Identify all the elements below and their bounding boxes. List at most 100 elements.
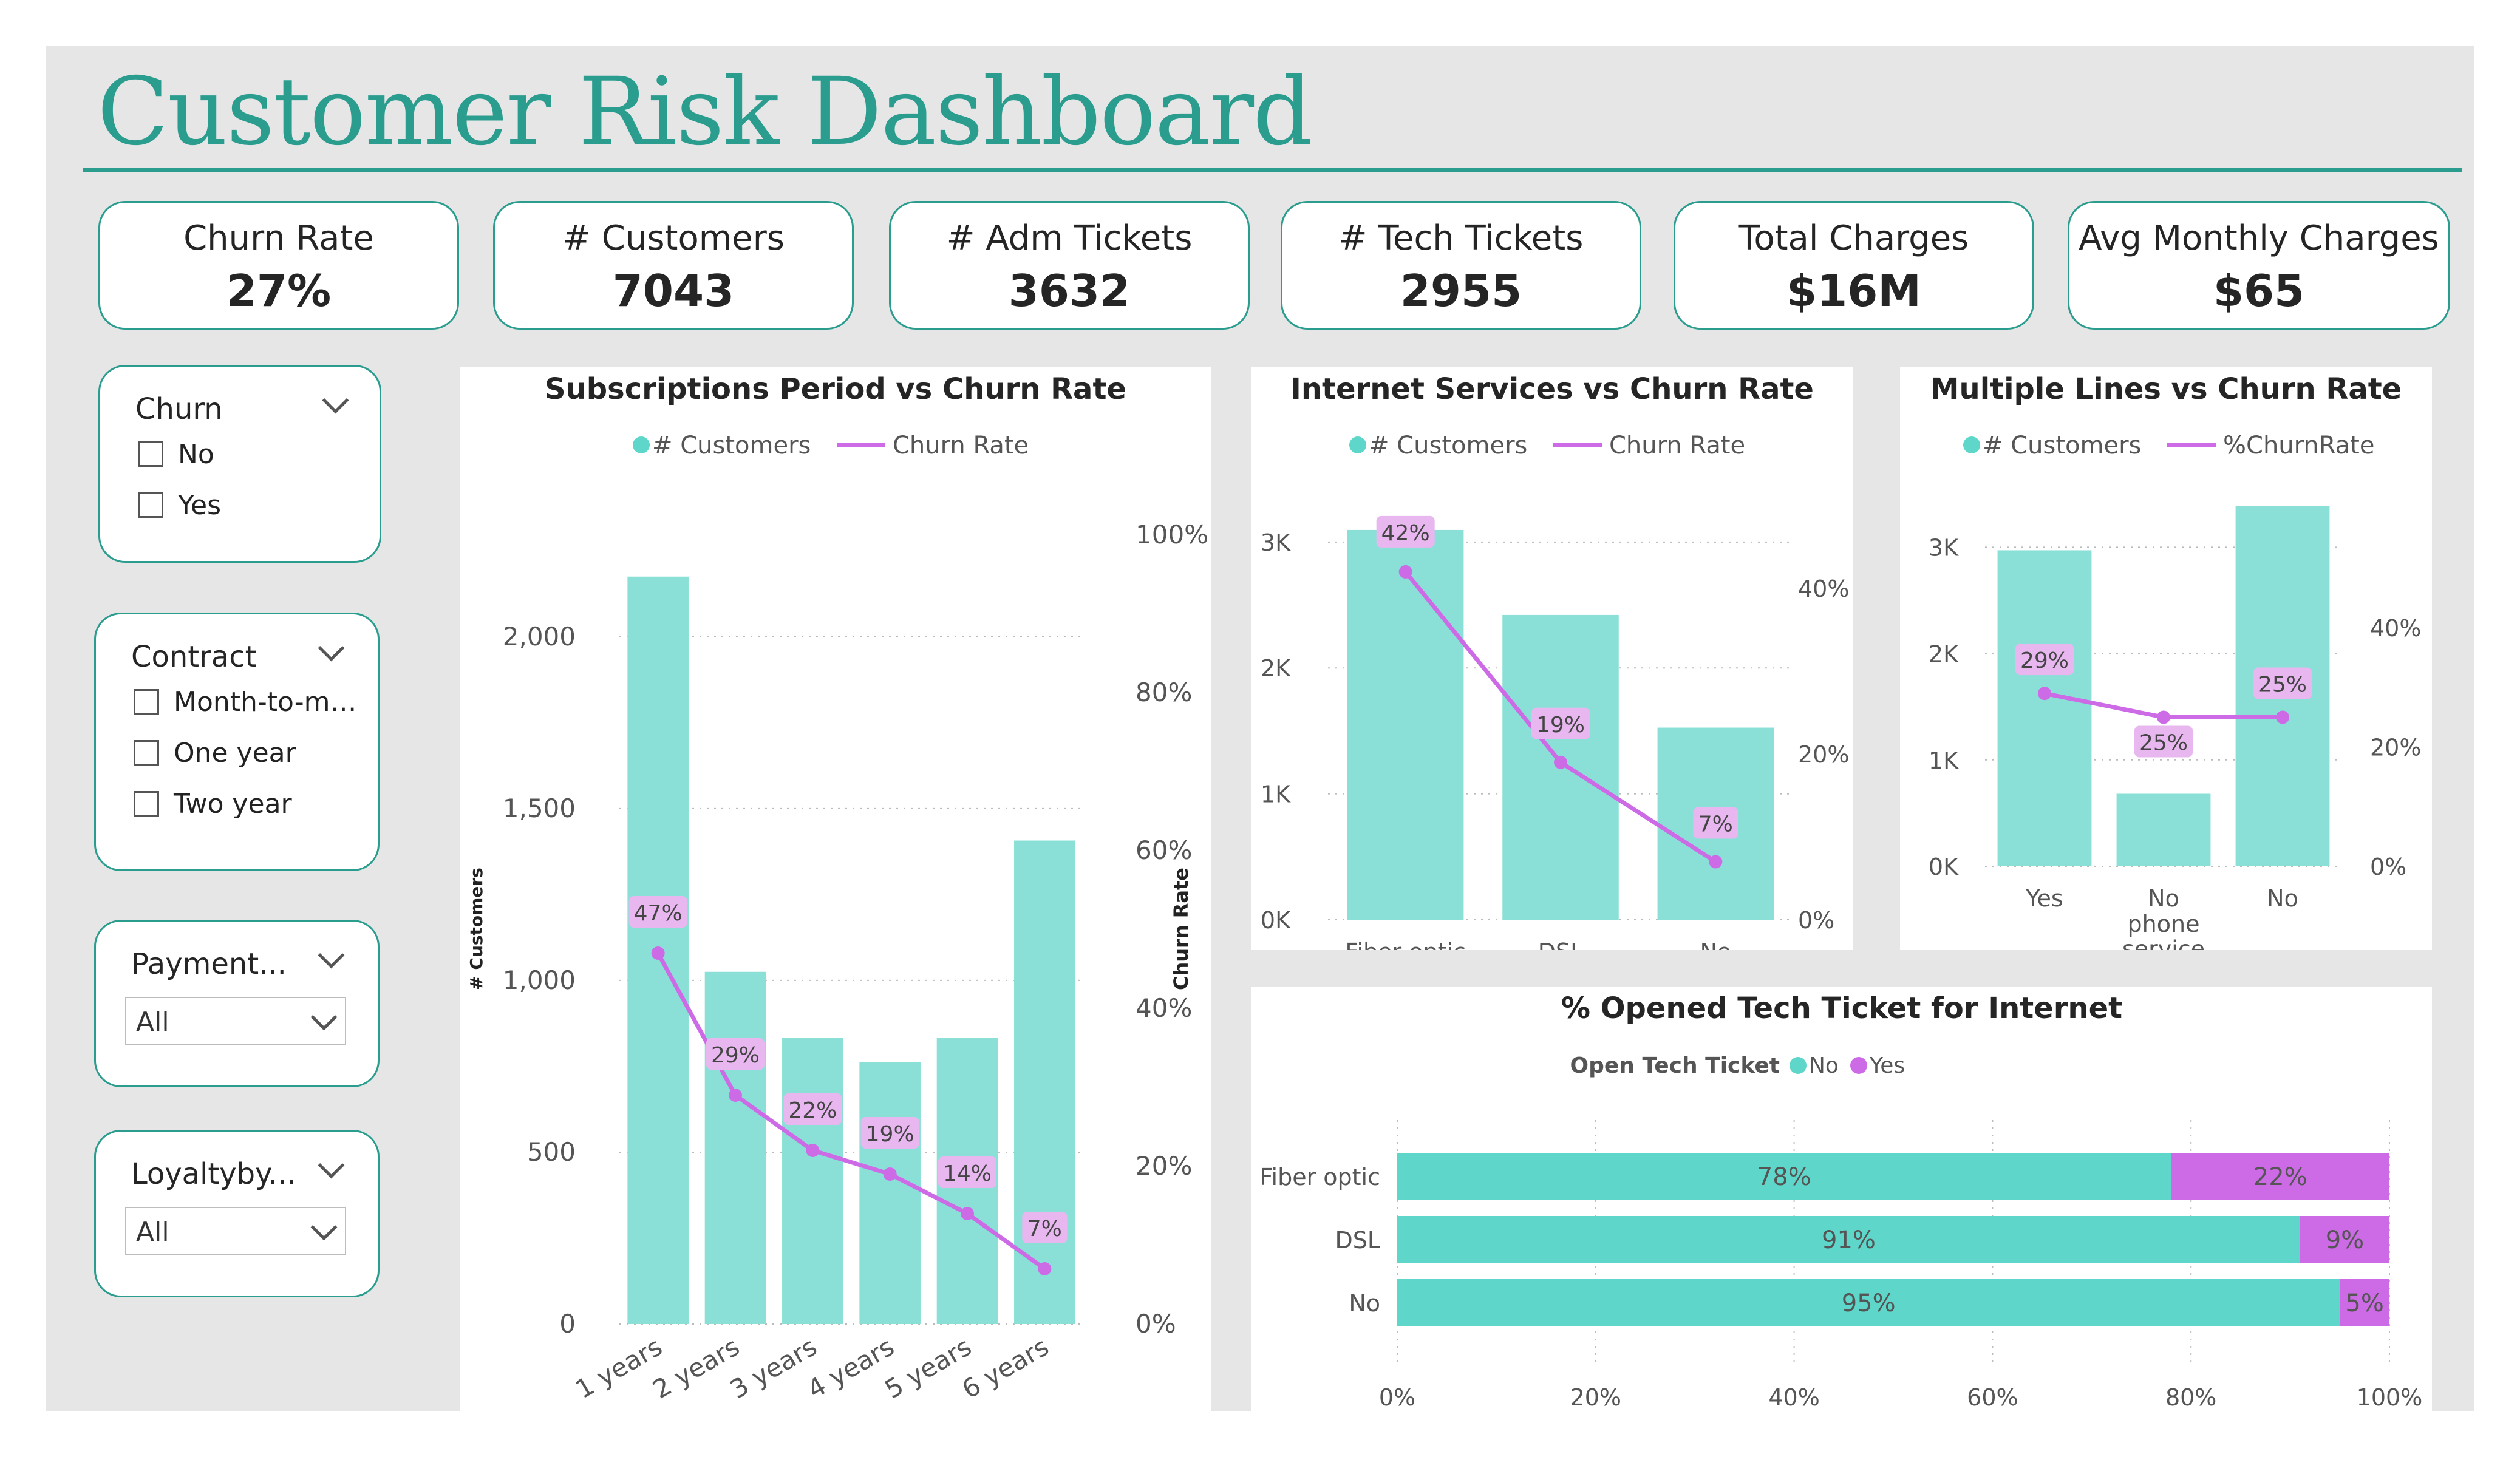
internet-services-chart: Internet Services vs Churn Rate # Custome… — [1261, 372, 1850, 950]
payment-dropdown[interactable]: All — [125, 997, 346, 1045]
data-label-bg — [2253, 667, 2312, 699]
kpi-value: 27% — [226, 265, 332, 316]
x-tick-label: 60% — [1967, 1384, 2018, 1411]
legend-swatch — [1963, 436, 1980, 453]
y2-tick-label: 20% — [2370, 735, 2421, 761]
checkbox[interactable] — [134, 689, 159, 715]
kpi-value: 3632 — [1008, 265, 1131, 316]
data-label: 29% — [711, 1043, 760, 1068]
data-label: 9% — [2326, 1226, 2364, 1254]
x-tick-label: Fiber optic — [1345, 939, 1466, 950]
kpi-card-total-charges[interactable]: Total Charges $16M — [1674, 201, 2034, 330]
y-tick-label: No — [1349, 1290, 1380, 1317]
x-tick-label: 5 years — [880, 1331, 976, 1404]
option-label: One year — [174, 737, 296, 769]
kpi-card-churn-rate[interactable]: Churn Rate 27% — [98, 201, 459, 330]
y2-tick-label: 40% — [1136, 993, 1192, 1023]
chevron-down-icon[interactable] — [318, 634, 345, 662]
slicer-option-yes[interactable]: Yes — [138, 489, 221, 521]
x-tick-label: 1 years — [570, 1331, 667, 1404]
churn-slicer[interactable]: Churn No Yes — [98, 365, 381, 563]
legend-swatch — [633, 436, 650, 453]
y-tick-label: 3K — [1261, 529, 1291, 556]
line-point — [2157, 710, 2170, 724]
y2-axis-title: Churn Rate — [1170, 868, 1193, 990]
legend-swatch — [1790, 1057, 1807, 1074]
slicer-option-two-year[interactable]: Two year — [134, 788, 292, 820]
kpi-label: # Adm Tickets — [946, 219, 1193, 258]
payment-slicer[interactable]: Payment... All — [94, 920, 380, 1087]
x-tick-label: No — [1700, 939, 1731, 950]
x-tick-label: 100% — [2357, 1384, 2423, 1411]
data-label-bg — [1693, 807, 1738, 839]
line-point — [806, 1144, 820, 1157]
chevron-down-icon[interactable] — [318, 942, 345, 969]
chevron-down-icon[interactable] — [322, 387, 349, 414]
chart-title: Subscriptions Period vs Churn Rate — [545, 372, 1126, 406]
x-tick-label: Yes — [2025, 885, 2063, 912]
slicer-option-no[interactable]: No — [138, 438, 214, 470]
data-label-bg — [783, 1093, 842, 1125]
checkbox[interactable] — [138, 441, 163, 467]
checkbox[interactable] — [134, 791, 159, 817]
contract-slicer[interactable]: Contract Month-to-m… One year Two year — [94, 613, 380, 871]
legend-title: Open Tech Ticket — [1570, 1053, 1780, 1078]
kpi-value: 2955 — [1400, 265, 1522, 316]
x-tick-label: No phone service — [2122, 885, 2205, 950]
x-tick-label: 2 years — [648, 1331, 744, 1404]
tech-ticket-chart-panel: % Opened Tech Ticket for Internet Open Te… — [1251, 987, 2432, 1428]
option-label: Month-to-m… — [174, 686, 357, 718]
x-tick-label: 6 years — [957, 1331, 1054, 1404]
bar-no — [1397, 1153, 2171, 1200]
report-canvas: Customer Risk Dashboard Churn Rate 27% #… — [46, 46, 2474, 1428]
kpi-value: $16M — [1786, 265, 1921, 316]
loyalty-dropdown[interactable]: All — [125, 1207, 346, 1255]
y-tick-label: 1,000 — [503, 965, 576, 995]
y-tick-label: 2,000 — [503, 622, 576, 651]
x-tick-label: 3 years — [725, 1331, 822, 1404]
slicer-title: Contract — [131, 640, 257, 674]
legend-label: Churn Rate — [1609, 432, 1745, 460]
kpi-card-adm-tickets[interactable]: # Adm Tickets 3632 — [889, 201, 1250, 330]
y-tick-label: Fiber optic — [1259, 1164, 1380, 1190]
kpi-card-customers[interactable]: # Customers 7043 — [493, 201, 854, 330]
chevron-down-icon[interactable] — [310, 1004, 338, 1031]
kpi-card-avg-monthly-charges[interactable]: Avg Monthly Charges $65 — [2068, 201, 2450, 330]
bar — [782, 1038, 843, 1324]
data-label-bg — [628, 896, 687, 928]
data-label: 91% — [1822, 1226, 1876, 1254]
loyalty-slicer[interactable]: Loyaltyby... All — [94, 1130, 380, 1297]
x-tick-label: DSL — [1538, 939, 1584, 950]
checkbox[interactable] — [138, 492, 163, 518]
option-label: Two year — [174, 788, 292, 820]
y2-tick-label: 40% — [1798, 576, 1849, 602]
y2-tick-label: 0% — [1136, 1309, 1176, 1339]
data-label: 29% — [2020, 648, 2069, 673]
data-label-bg — [706, 1038, 765, 1070]
bar — [704, 971, 766, 1324]
kpi-card-tech-tickets[interactable]: # Tech Tickets 2955 — [1281, 201, 1641, 330]
data-label: 14% — [943, 1161, 992, 1186]
y-tick-label: 0K — [1261, 907, 1291, 934]
data-label-bg — [2015, 644, 2074, 676]
data-label: 78% — [1757, 1163, 1811, 1191]
slicer-option-one-year[interactable]: One year — [134, 737, 296, 769]
y2-tick-label: 40% — [2370, 615, 2421, 642]
checkbox[interactable] — [134, 740, 159, 766]
data-label-bg — [1022, 1212, 1068, 1243]
slicer-option-month-to-month[interactable]: Month-to-m… — [134, 686, 357, 718]
line-point — [729, 1089, 742, 1102]
line-point — [1038, 1262, 1052, 1275]
y2-tick-label: 100% — [1136, 520, 1208, 549]
line-point — [883, 1167, 897, 1181]
y2-tick-label: 0% — [1798, 907, 1834, 934]
legend-label: No — [1809, 1053, 1839, 1078]
option-label: Yes — [178, 489, 222, 521]
line-point — [2038, 687, 2051, 701]
chevron-down-icon[interactable] — [310, 1214, 338, 1241]
x-tick-label: No — [2267, 885, 2298, 912]
data-label: 19% — [866, 1122, 914, 1147]
data-label: 5% — [2345, 1289, 2383, 1317]
slicer-title: Payment... — [131, 947, 287, 981]
chevron-down-icon[interactable] — [318, 1152, 345, 1179]
